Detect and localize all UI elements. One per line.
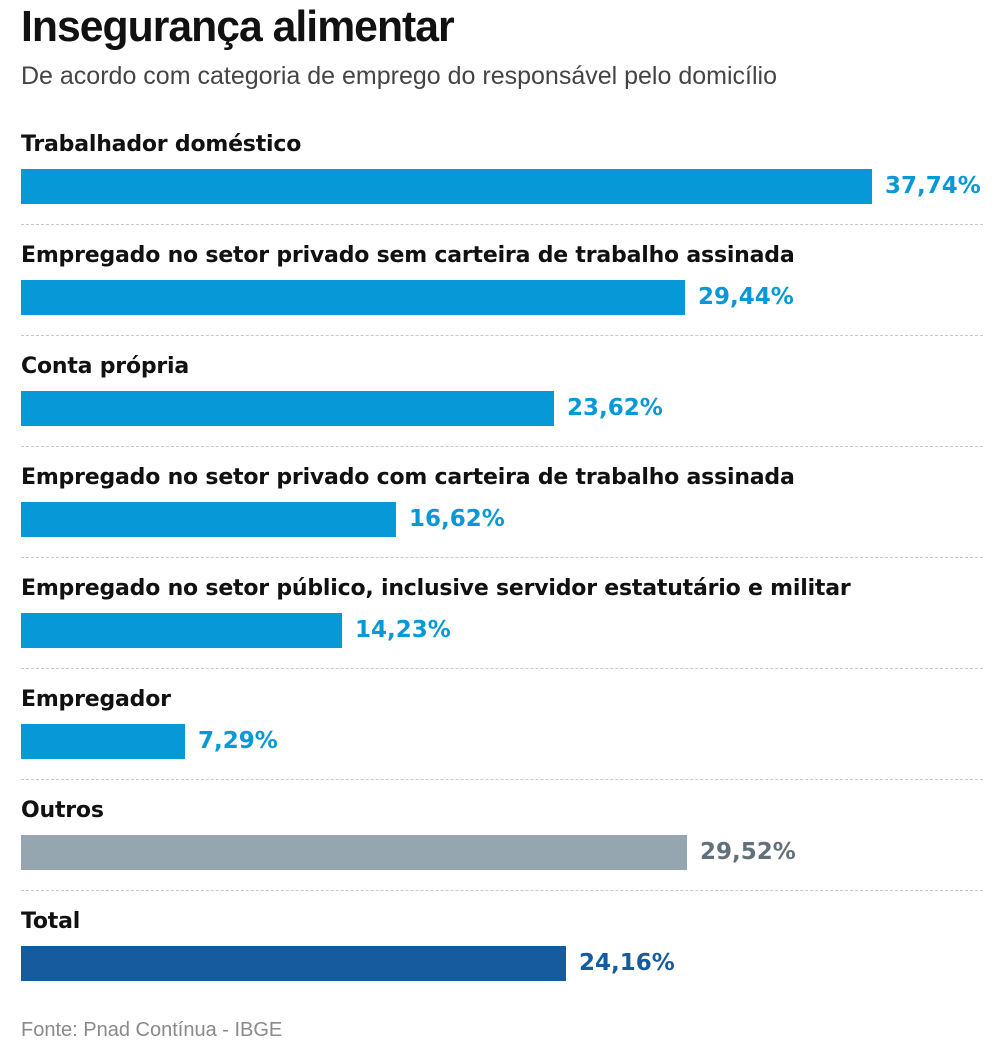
bar-row: Total 24,16% — [0, 909, 1000, 1020]
category-label: Empregado no setor privado sem carteira … — [21, 243, 795, 268]
data-label: 23,62% — [567, 395, 663, 421]
chart-title: Insegurança alimentar — [21, 2, 455, 51]
row-divider — [21, 335, 983, 336]
bar — [21, 502, 396, 537]
bar — [21, 613, 342, 648]
bar — [21, 835, 687, 870]
category-label: Trabalhador doméstico — [21, 132, 302, 157]
data-label: 29,44% — [698, 284, 794, 310]
row-divider — [21, 224, 983, 225]
data-label: 14,23% — [355, 617, 451, 643]
category-label: Total — [21, 909, 81, 934]
row-divider — [21, 890, 983, 891]
bar-row: Empregador 7,29% — [0, 687, 1000, 798]
data-label: 37,74% — [885, 173, 981, 199]
bar — [21, 169, 872, 204]
row-divider — [21, 557, 983, 558]
row-divider — [21, 446, 983, 447]
row-divider — [21, 779, 983, 780]
bar-row: Empregado no setor público, inclusive se… — [0, 576, 1000, 687]
bar-row: Trabalhador doméstico 37,74% — [0, 132, 1000, 243]
bar — [21, 391, 554, 426]
category-label: Empregado no setor privado com carteira … — [21, 465, 795, 490]
bar-row: Empregado no setor privado sem carteira … — [0, 243, 1000, 354]
row-divider — [21, 668, 983, 669]
category-label: Empregado no setor público, inclusive se… — [21, 576, 851, 601]
bar — [21, 946, 566, 981]
chart-subtitle: De acordo com categoria de emprego do re… — [21, 62, 777, 90]
bar-row: Empregado no setor privado com carteira … — [0, 465, 1000, 576]
category-label: Conta própria — [21, 354, 190, 379]
bar-row: Outros 29,52% — [0, 798, 1000, 909]
bar-row: Conta própria 23,62% — [0, 354, 1000, 465]
category-label: Outros — [21, 798, 104, 823]
source-note: Fonte: Pnad Contínua - IBGE — [21, 1019, 283, 1041]
bar — [21, 280, 685, 315]
bar — [21, 724, 185, 759]
data-label: 24,16% — [579, 950, 675, 976]
category-label: Empregador — [21, 687, 171, 712]
data-label: 16,62% — [409, 506, 505, 532]
data-label: 29,52% — [700, 839, 796, 865]
data-label: 7,29% — [198, 728, 278, 754]
